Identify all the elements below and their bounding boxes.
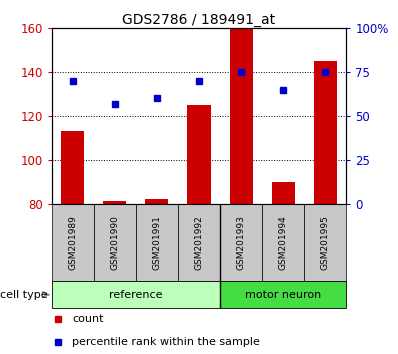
Text: reference: reference	[109, 290, 163, 300]
Title: GDS2786 / 189491_at: GDS2786 / 189491_at	[123, 13, 275, 27]
Bar	[178, 204, 220, 281]
Bar	[145, 199, 168, 204]
Text: GSM201991: GSM201991	[152, 215, 162, 270]
Bar	[52, 281, 220, 308]
Bar	[230, 28, 253, 204]
Text: GSM201995: GSM201995	[321, 215, 330, 270]
Bar	[187, 105, 211, 204]
Bar	[61, 131, 84, 204]
Bar	[314, 61, 337, 204]
Text: GSM201993: GSM201993	[236, 215, 246, 270]
Text: GSM201994: GSM201994	[279, 215, 288, 270]
Bar	[271, 182, 295, 204]
Bar	[220, 281, 346, 308]
Text: GSM201992: GSM201992	[195, 215, 203, 270]
Bar	[52, 204, 94, 281]
Bar	[136, 204, 178, 281]
Text: motor neuron: motor neuron	[245, 290, 321, 300]
Bar	[304, 204, 346, 281]
Text: percentile rank within the sample: percentile rank within the sample	[72, 337, 260, 348]
Text: cell type: cell type	[0, 290, 48, 300]
Text: GSM201989: GSM201989	[68, 215, 77, 270]
Text: GSM201990: GSM201990	[110, 215, 119, 270]
Bar	[94, 204, 136, 281]
Bar	[220, 204, 262, 281]
Bar	[103, 201, 127, 204]
Bar	[262, 204, 304, 281]
Text: count: count	[72, 314, 104, 325]
